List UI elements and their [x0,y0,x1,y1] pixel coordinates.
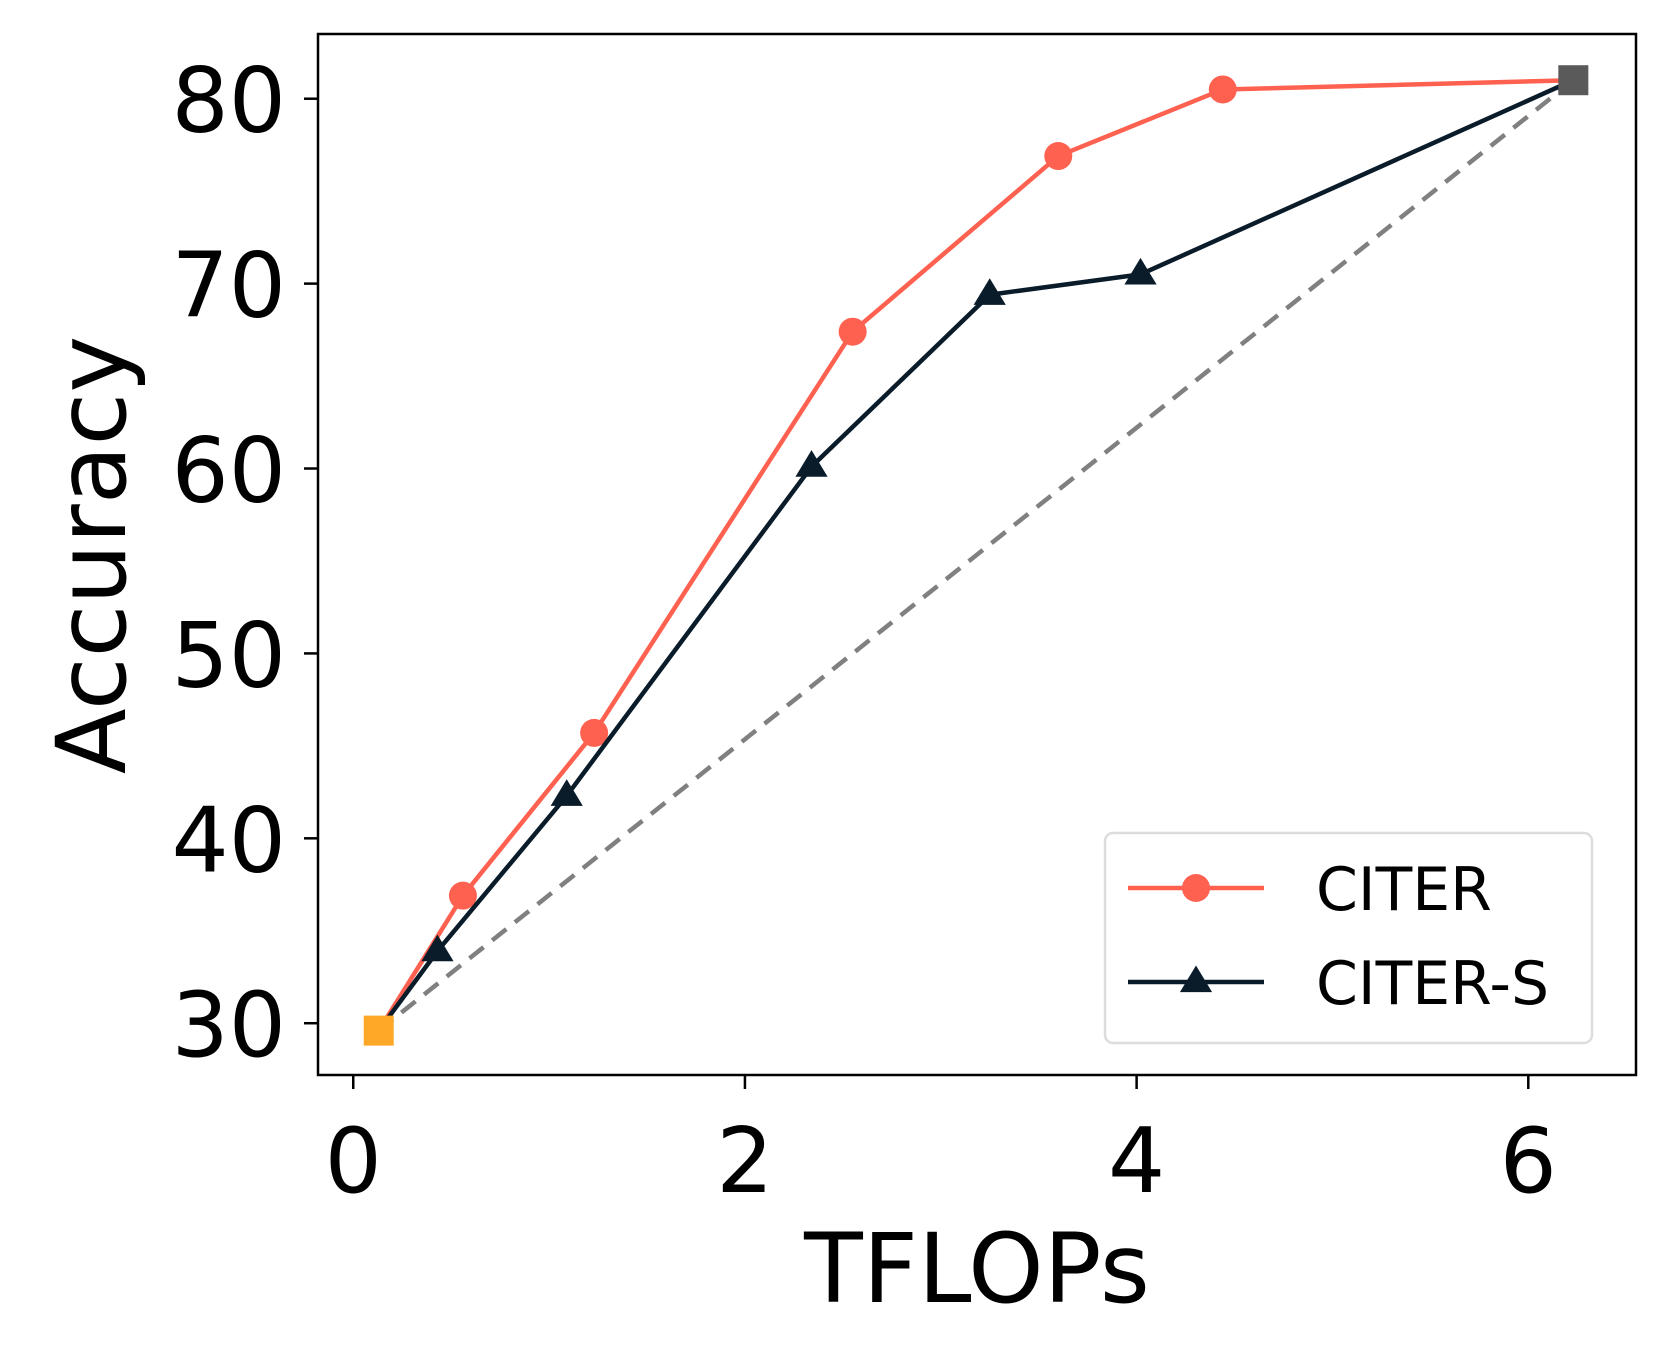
y-axis-ticks: 30 40 50 60 70 80 [171,49,318,1078]
y-tick-label: 50 [171,603,286,708]
legend: CITER CITER-S [1103,831,1594,1045]
data-point-citer [448,881,477,910]
y-tick-label: 60 [171,419,286,524]
legend-marker-citer [1182,874,1210,902]
legend-label-citer: CITER [1316,855,1492,925]
y-tick-label: 80 [171,49,286,154]
data-point-citer-s [421,934,454,962]
y-tick-label: 40 [171,788,286,893]
x-tick-label: 2 [716,1109,773,1214]
legend-label-citer-s: CITER-S [1316,949,1549,1019]
legend-marker-citer-s [1179,965,1213,993]
y-axis-label: Accuracy [36,336,148,774]
data-point-citer-s [1124,257,1157,285]
endpoint-marker-large-model [1558,65,1589,96]
data-point-citer [1044,142,1073,171]
data-point-citer [580,718,609,747]
data-point-citer-s [550,779,583,806]
y-tick-label: 70 [171,234,286,339]
y-tick-label: 30 [171,973,286,1078]
endpoint-marker-small-model [363,1015,394,1046]
data-point-citer-s [795,450,828,477]
x-axis-label: TFLOPs [803,1213,1150,1325]
data-point-citer-s [973,278,1006,305]
data-point-citer [1208,75,1237,104]
plot-area [363,65,1589,1046]
data-point-citer [838,317,867,346]
plot-frame [316,32,1638,1077]
x-axis-ticks: 0 2 4 6 [325,1075,1557,1214]
x-tick-label: 0 [325,1109,382,1214]
x-tick-label: 4 [1108,1109,1165,1214]
reference-dashed-line [377,78,1575,1033]
x-tick-label: 6 [1500,1109,1557,1214]
legend-box [1103,831,1594,1045]
